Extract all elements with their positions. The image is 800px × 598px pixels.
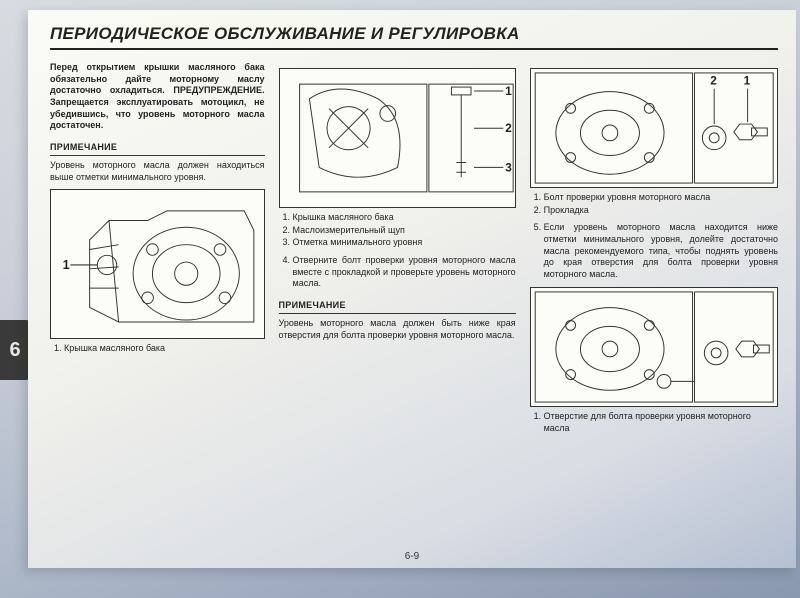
caption-item: Отметка минимального уровня (293, 237, 516, 249)
note-heading: ПРИМЕЧАНИЕ (50, 142, 265, 156)
figure-oil-tank: 1 2 3 (279, 68, 516, 208)
note-body: Уровень моторного масла должен находитьс… (50, 160, 265, 183)
column-1: Перед открытием крышки масляного бака об… (50, 62, 265, 440)
page-number: 6-9 (28, 551, 796, 562)
warning-text: Перед открытием крышки масляного бака об… (50, 62, 265, 132)
callout-3: 3 (505, 161, 512, 174)
callout-2: 2 (710, 74, 717, 88)
figure-caption-list: Болт проверки уровня моторного масла Про… (530, 192, 778, 216)
caption-item: Отверстие для болта проверки уровня мото… (544, 411, 778, 434)
section-tab: 6 (0, 320, 30, 380)
manual-page: ПЕРИОДИЧЕСКОЕ ОБСЛУЖИВАНИЕ И РЕГУЛИРОВКА… (28, 10, 796, 568)
column-2: 1 2 3 Крышка масляного бака Маслоизмерит… (279, 62, 516, 440)
caption-item: Прокладка (544, 205, 778, 217)
caption-item: Крышка масляного бака (64, 343, 265, 355)
step-list: Отверните болт проверки уровня моторного… (279, 255, 516, 290)
step-list: Если уровень моторного масла находится н… (530, 222, 778, 280)
callout-1: 1 (505, 85, 512, 98)
callout-1: 1 (743, 74, 750, 88)
figure-engine-left: 1 (50, 189, 265, 339)
figure-caption-list: Крышка масляного бака (50, 343, 265, 355)
caption-item: Болт проверки уровня моторного масла (544, 192, 778, 204)
column-3: 2 1 Болт проверки уровня моторного масла… (530, 62, 778, 440)
content-columns: Перед открытием крышки масляного бака об… (50, 62, 778, 440)
figure-bolt-washer: 2 1 (530, 68, 778, 188)
page-title: ПЕРИОДИЧЕСКОЕ ОБСЛУЖИВАНИЕ И РЕГУЛИРОВКА (50, 24, 778, 50)
caption-item: Крышка масляного бака (293, 212, 516, 224)
figure-caption-list: Отверстие для болта проверки уровня мото… (530, 411, 778, 434)
callout-1: 1 (63, 258, 70, 272)
step-5: Если уровень моторного масла находится н… (544, 222, 778, 280)
step-4: Отверните болт проверки уровня моторного… (293, 255, 516, 290)
callout-2: 2 (505, 122, 512, 135)
note-heading: ПРИМЕЧАНИЕ (279, 300, 516, 314)
caption-item: Маслоизмерительный щуп (293, 225, 516, 237)
note-body: Уровень моторного масла должен быть ниже… (279, 318, 516, 341)
figure-caption-list: Крышка масляного бака Маслоизмерительный… (279, 212, 516, 249)
figure-bolt-hole (530, 287, 778, 407)
